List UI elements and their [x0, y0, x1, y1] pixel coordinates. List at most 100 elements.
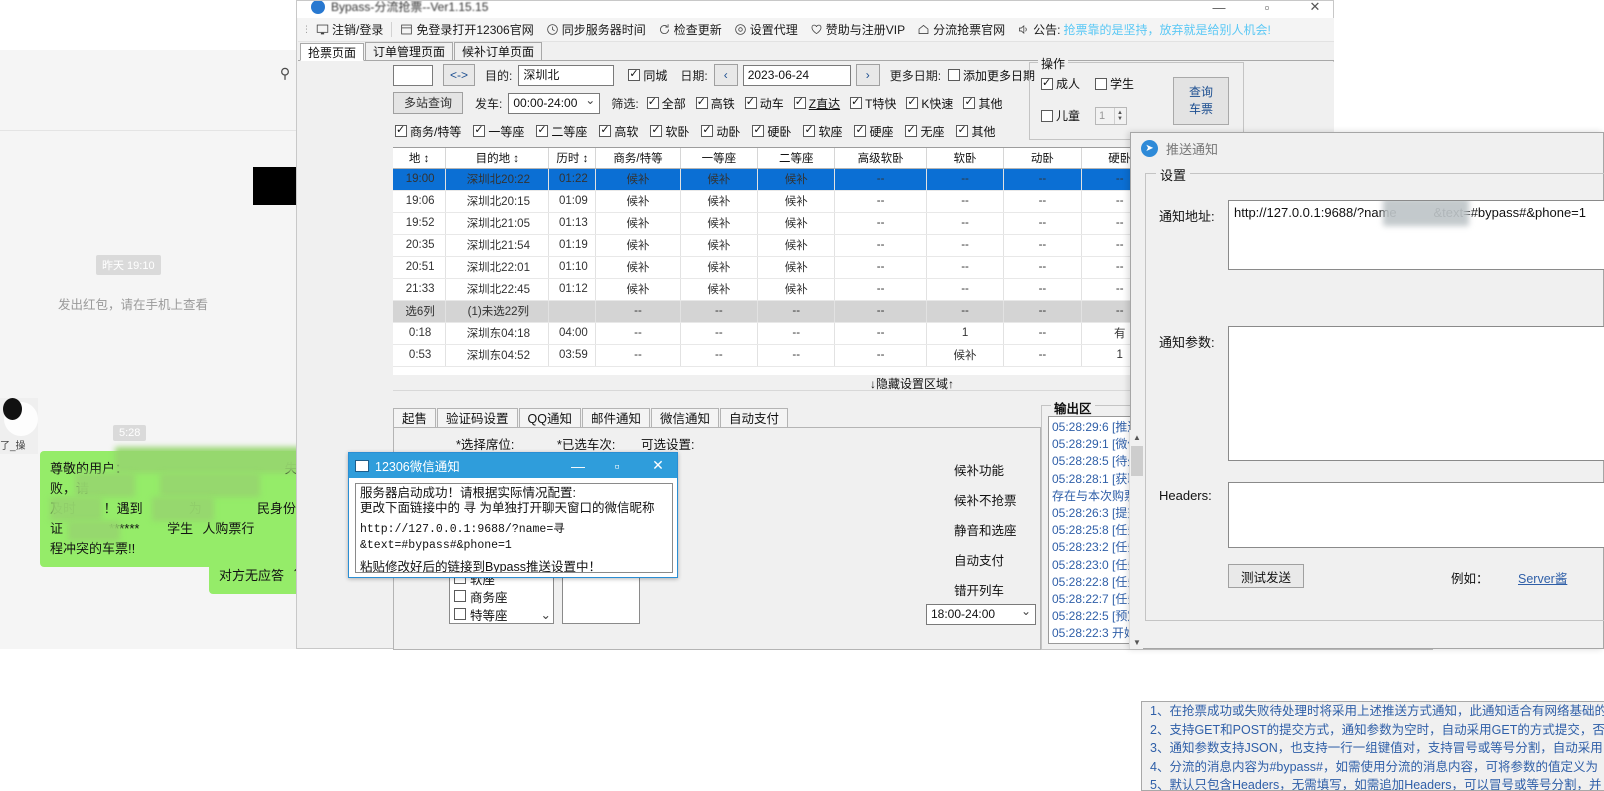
table-cell: 0:53	[393, 344, 447, 367]
maximize-button[interactable]: ▫	[614, 457, 620, 474]
filter-dongche[interactable]: 动车	[744, 95, 784, 112]
table-header-cell[interactable]: 历时 ↕	[548, 148, 597, 169]
option-stagger-train[interactable]: 错开列车	[954, 583, 1005, 598]
table-header-cell[interactable]: 动卧	[1003, 148, 1082, 169]
pin-icon[interactable]: ⚲	[279, 64, 291, 81]
table-header-cell[interactable]: 一等座	[680, 148, 759, 169]
table-cell: 20:35	[393, 234, 447, 257]
url-input[interactable]: http://127.0.0.1:9688/?name████&text=#by…	[1228, 200, 1604, 270]
toolbar-official-site[interactable]: 分流抢票官网	[911, 19, 1011, 41]
maximize-button[interactable]: ▫	[1264, 1, 1270, 15]
bubble-line-9: 学生	[167, 521, 194, 536]
seat-shangwu[interactable]: 商务/特等	[395, 123, 461, 140]
prev-date-button[interactable]: ‹	[713, 64, 738, 86]
seat-option-shangwuzuo[interactable]: 商务座	[450, 587, 555, 605]
seat-dongwo[interactable]: 动卧	[701, 123, 740, 140]
avatar[interactable]: 了_操	[0, 398, 38, 454]
close-button[interactable]: ✕	[652, 457, 664, 473]
multi-station-query-button[interactable]: 多站查询	[393, 92, 463, 114]
seat-gaoruan[interactable]: 高软	[599, 123, 638, 140]
tab-qq-notify[interactable]: QQ通知	[518, 408, 581, 428]
table-header-cell[interactable]: 二等座	[757, 148, 836, 169]
filter-gaotie[interactable]: 高铁	[695, 95, 735, 112]
chevron-down-icon[interactable]: ⌄	[540, 607, 551, 622]
chat-bubble[interactable]: 尊敬的用户：█████████████████失败，请 及时███！遇到████…	[40, 447, 337, 567]
scrollbar-thumb[interactable]	[1131, 446, 1143, 476]
seat-ruanzuo[interactable]: 软座	[803, 123, 842, 140]
next-date-button[interactable]: ›	[855, 64, 880, 86]
tab-auto-pay[interactable]: 自动支付	[720, 408, 789, 428]
date-input[interactable]: 2023-06-24	[742, 64, 851, 86]
tab-qishou[interactable]: 起售	[393, 408, 437, 428]
table-cell: --	[1003, 300, 1082, 323]
depart-time-select[interactable]: 00:00-24:00	[508, 91, 601, 114]
tab-captcha-settings[interactable]: 验证码设置	[437, 408, 518, 428]
heart-icon	[810, 23, 823, 36]
tab-email-notify[interactable]: 邮件通知	[581, 408, 650, 428]
table-cell: --	[926, 300, 1005, 323]
filter-label-text: K快速	[921, 96, 954, 111]
child-count-stepper[interactable]: 1 ▲ ▼	[1095, 107, 1127, 125]
minimize-button[interactable]: —	[1212, 1, 1226, 15]
option-houbu-function[interactable]: 候补功能	[954, 463, 1005, 478]
seat-option-tedengzuo[interactable]: 特等座 ⌄	[450, 605, 555, 623]
seat-yingzuo[interactable]: 硬座	[854, 123, 893, 140]
toolbar-grip[interactable]: ⋮	[302, 24, 311, 34]
minimize-button[interactable]: —	[571, 457, 585, 474]
filter-z-zhida[interactable]: Z直达	[793, 95, 840, 112]
tab-order-management[interactable]: 订单管理页面	[365, 42, 454, 60]
headers-input[interactable]	[1228, 482, 1604, 548]
scroll-up-icon[interactable]: ▲	[1133, 432, 1141, 442]
table-header-cell[interactable]: 商务/特等	[595, 148, 681, 169]
same-city-checkbox[interactable]: 同城	[628, 67, 667, 84]
tab-grab-ticket[interactable]: 抢票页面	[300, 43, 365, 61]
table-header-cell[interactable]: 软卧	[926, 148, 1005, 169]
adult-checkbox[interactable]: 成人	[1041, 75, 1080, 92]
seat-qita[interactable]: 其他	[956, 123, 996, 140]
time-range-select[interactable]: 18:00-24:00	[926, 602, 1036, 625]
dest-input[interactable]: 深圳北	[518, 64, 615, 86]
option-mute-and-seat-select[interactable]: 静音和选座	[954, 523, 1017, 538]
option-auto-pay[interactable]: 自动支付	[954, 553, 1005, 568]
message-line-4: 粘贴修改好后的链接到Bypass推送设置中！	[360, 560, 601, 573]
tab-waitlist-order[interactable]: 候补订单页面	[454, 42, 543, 60]
toolbar-set-proxy[interactable]: 设置代理	[728, 19, 804, 41]
seat-ruanwo[interactable]: 软卧	[650, 123, 689, 140]
query-ticket-button[interactable]: 查询 车票	[1173, 77, 1229, 125]
swap-stations-button[interactable]: <->	[443, 64, 475, 86]
toolbar-sponsor-vip[interactable]: 赞助与注册VIP	[804, 19, 911, 41]
notes-box: 1、在抢票成功或失败待处理时将采用上述推送方式通知，此通知适合有网络基础的 2、…	[1141, 701, 1604, 791]
toolbar-open-12306[interactable]: 免登录打开12306官网	[394, 19, 539, 41]
origin-input[interactable]	[393, 64, 433, 86]
table-cell: 深圳北20:15	[445, 190, 550, 213]
table-header-cell[interactable]: 高级软卧	[834, 148, 927, 169]
scroll-down-icon[interactable]: ▼	[1133, 637, 1141, 647]
seat-yingwo[interactable]: 硬卧	[752, 123, 791, 140]
add-more-date-checkbox[interactable]: 添加更多日期	[948, 67, 1035, 84]
test-send-button[interactable]: 测试发送	[1228, 564, 1304, 588]
filter-all[interactable]: 全部	[646, 95, 686, 112]
dialog-message-body[interactable]: 服务器启动成功！请根据实际情况配置: 更改下面链接中的 寻 为单独打开聊天窗口的…	[355, 483, 673, 573]
table-cell: --	[926, 234, 1005, 257]
table-header-cell[interactable]: 地 ↕	[393, 148, 447, 169]
child-checkbox[interactable]: 儿童	[1041, 107, 1080, 124]
seat-erdengzuo[interactable]: 二等座	[536, 123, 587, 140]
filter-k-kuaisu[interactable]: K快速	[906, 95, 953, 112]
example-link[interactable]: Server酱	[1518, 572, 1568, 586]
params-input[interactable]	[1228, 326, 1604, 461]
toolbar-check-update[interactable]: 检查更新	[652, 19, 728, 41]
vertical-scrollbar[interactable]: ▲ ▼	[1129, 430, 1143, 649]
filter-other[interactable]: 其他	[963, 95, 1002, 112]
toolbar-logout-login[interactable]: 注销/登录	[310, 19, 389, 41]
table-cell: --	[1003, 212, 1082, 235]
toolbar-sync-time[interactable]: 同步服务器时间	[540, 19, 652, 41]
seat-yidengzuo[interactable]: 一等座	[473, 123, 524, 140]
stepper-arrows[interactable]: ▲ ▼	[1114, 108, 1125, 124]
table-header-cell[interactable]: 目的地 ↕	[445, 148, 550, 169]
option-houbu-no-grab[interactable]: 候补不抢票	[954, 493, 1017, 508]
seat-wuzuo[interactable]: 无座	[905, 123, 944, 140]
filter-t-tekuai[interactable]: T特快	[850, 95, 896, 112]
student-checkbox[interactable]: 学生	[1095, 75, 1134, 92]
tab-wechat-notify[interactable]: 微信通知	[651, 408, 720, 428]
close-button[interactable]: ✕	[1309, 1, 1321, 14]
